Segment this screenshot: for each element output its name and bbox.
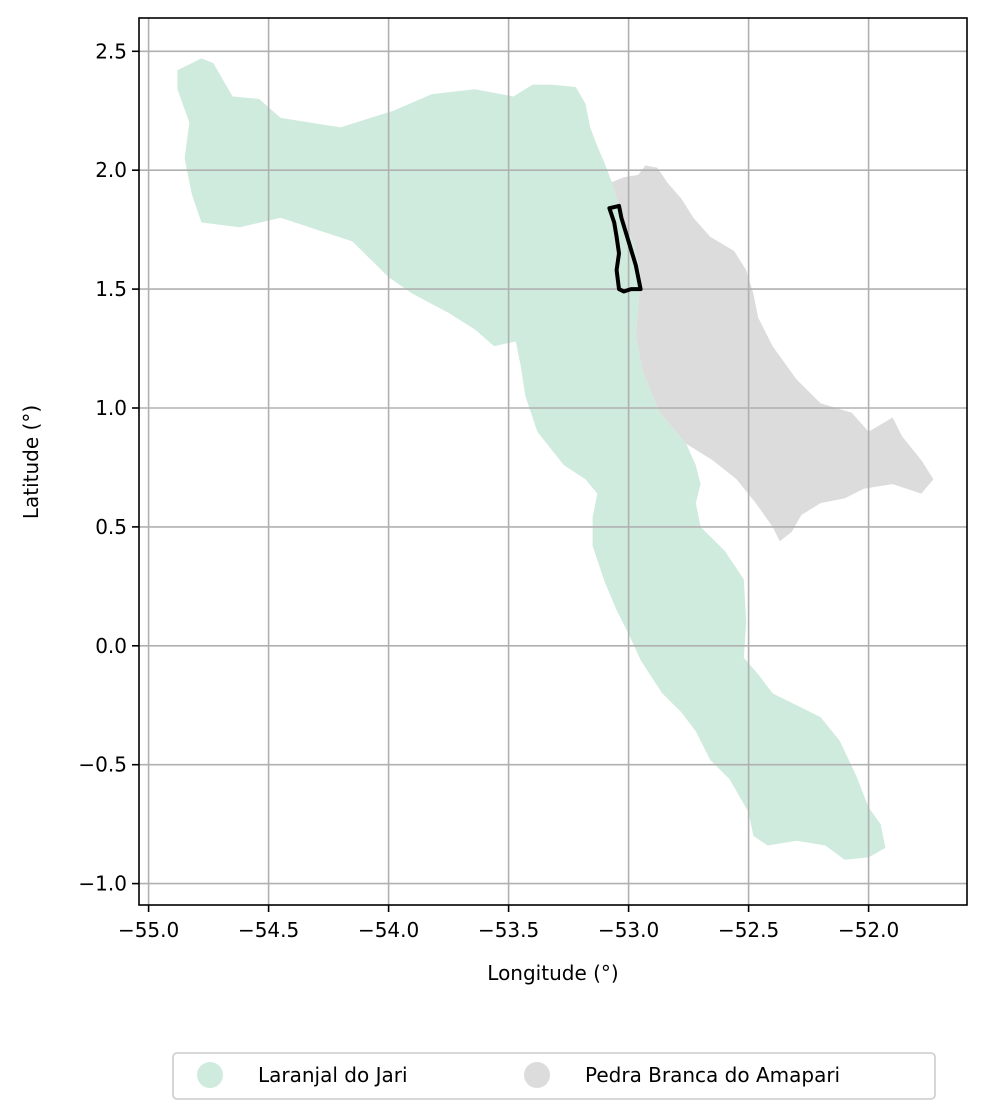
- y-tick-label: 2.0: [95, 158, 127, 182]
- track-layer: [607, 203, 643, 294]
- ticks-layer: −55.0 −54.5 −54.0 −53.5 −53.0 −52.5 −52.0 2.5 2.…: [78, 39, 899, 942]
- y-tick-label: 0.0: [95, 634, 127, 658]
- y-tick-label: −1.0: [78, 872, 127, 896]
- legend-label-laranjal: Laranjal do Jari: [258, 1063, 408, 1087]
- y-tick-label: −0.5: [78, 753, 127, 777]
- region-laranjal-do-jari: [177, 58, 886, 860]
- plot-frame: [138, 17, 968, 906]
- x-tick-label: −52.0: [838, 918, 899, 942]
- legend-marker-laranjal: [197, 1062, 223, 1088]
- y-tick-label: 1.5: [95, 277, 127, 301]
- grid-layer: [139, 18, 967, 905]
- track-line: [607, 203, 643, 294]
- x-tick-label: −55.0: [118, 918, 179, 942]
- x-tick-label: −53.0: [598, 918, 659, 942]
- region-pedra-branca-do-amapari: [611, 165, 934, 542]
- x-tick-label: −54.0: [358, 918, 419, 942]
- x-tick-label: −52.5: [718, 918, 779, 942]
- x-tick-label: −54.5: [238, 918, 299, 942]
- y-tick-label: 1.0: [95, 396, 127, 420]
- legend: Laranjal do Jari Pedra Branca do Amapari: [172, 1052, 936, 1100]
- legend-marker-pedra-branca: [524, 1062, 550, 1088]
- legend-label-pedra-branca: Pedra Branca do Amapari: [585, 1063, 840, 1087]
- regions-layer: [177, 58, 934, 860]
- legend-box: [172, 1052, 936, 1100]
- x-axis-label: Longitude (°): [487, 961, 618, 985]
- y-axis-label: Latitude (°): [19, 405, 43, 519]
- y-tick-label: 2.5: [95, 39, 127, 63]
- x-tick-label: −53.5: [478, 918, 539, 942]
- y-tick-label: 0.5: [95, 515, 127, 539]
